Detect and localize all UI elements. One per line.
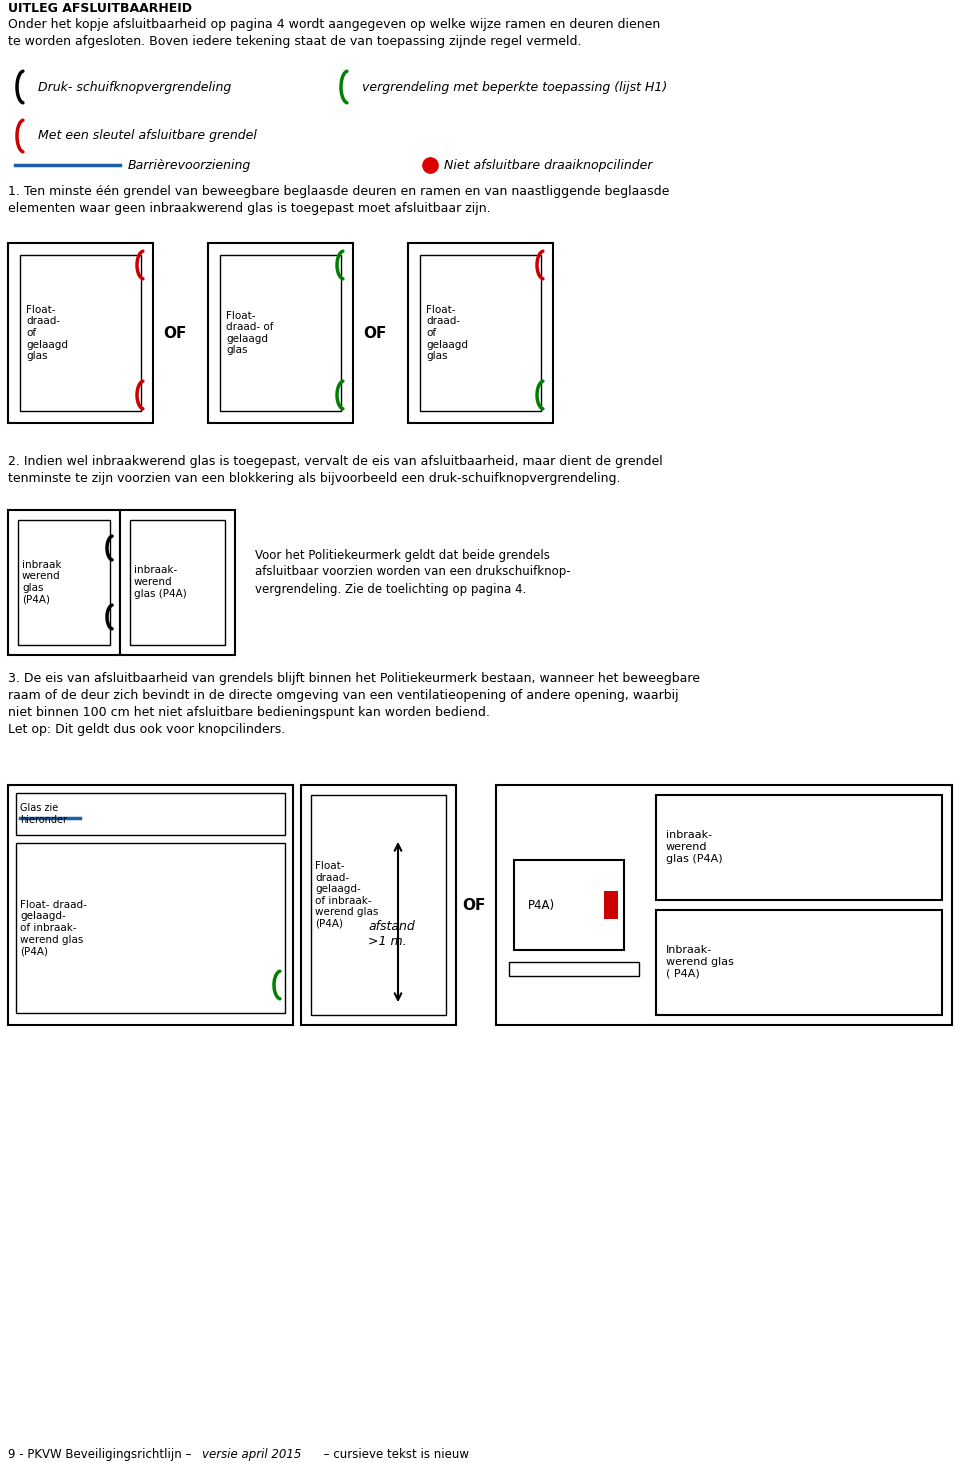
Text: Float-
draad-
of
gelaagd
glas: Float- draad- of gelaagd glas (426, 304, 468, 361)
Text: 1. Ten minste één grendel van beweegbare beglaasde deuren en ramen en van naastl: 1. Ten minste één grendel van beweegbare… (8, 184, 669, 215)
Text: OF: OF (363, 325, 387, 341)
Bar (16, 843, 285, 1012)
Text: Met een sleutel afsluitbare grendel: Met een sleutel afsluitbare grendel (38, 130, 257, 142)
Text: Druk- schuifknopvergrendeling: Druk- schuifknopvergrendeling (38, 80, 231, 94)
Bar (509, 963, 639, 976)
Bar (130, 519, 225, 645)
Text: inbraak-
werend
glas (P4A): inbraak- werend glas (P4A) (134, 565, 187, 598)
Text: – cursieve tekst is nieuw: – cursieve tekst is nieuw (320, 1448, 469, 1462)
Text: Float-
draad-
of
gelaagd
glas: Float- draad- of gelaagd glas (26, 304, 68, 361)
Bar (656, 794, 942, 900)
Text: 3. De eis van afsluitbaarheid van grendels blijft binnen het Politiekeurmerk bes: 3. De eis van afsluitbaarheid van grende… (8, 672, 700, 736)
Text: Float-
draad-
gelaagd-
of inbraak-
werend glas
(P4A): Float- draad- gelaagd- of inbraak- weren… (315, 862, 378, 929)
Bar (311, 794, 446, 1015)
Text: Inbraak-
werend glas
( P4A): Inbraak- werend glas ( P4A) (666, 945, 733, 979)
Text: Barrièrevoorziening: Barrièrevoorziening (128, 158, 252, 171)
Text: versie april 2015: versie april 2015 (202, 1448, 301, 1462)
Bar (656, 910, 942, 1015)
Text: Niet afsluitbare draaiknopcilinder: Niet afsluitbare draaiknopcilinder (444, 158, 653, 171)
Bar (8, 786, 293, 1026)
Text: Onder het kopje afsluitbaarheid op pagina 4 wordt aangegeven op welke wijze rame: Onder het kopje afsluitbaarheid op pagin… (8, 18, 660, 48)
Bar (16, 793, 285, 835)
Text: 9 - PKVW Beveiligingsrichtlijn –: 9 - PKVW Beveiligingsrichtlijn – (8, 1448, 191, 1462)
Bar (8, 511, 120, 655)
Text: P4A): P4A) (528, 898, 555, 911)
Bar (496, 786, 952, 1026)
Text: afstand
>1 m.: afstand >1 m. (368, 920, 415, 948)
Text: OF: OF (463, 897, 486, 913)
Text: UITLEG AFSLUITBAARHEID: UITLEG AFSLUITBAARHEID (8, 1, 192, 15)
Bar (18, 519, 110, 645)
Text: vergrendeling met beperkte toepassing (lijst H1): vergrendeling met beperkte toepassing (l… (362, 80, 667, 94)
Bar (8, 243, 153, 423)
Text: Float-
draad- of
gelaagd
glas: Float- draad- of gelaagd glas (226, 310, 274, 356)
Text: Float- draad-
gelaagd-
of inbraak-
werend glas
(P4A): Float- draad- gelaagd- of inbraak- weren… (20, 900, 86, 957)
Bar (120, 511, 235, 655)
Text: Glas zie
hieronder: Glas zie hieronder (20, 803, 67, 825)
Bar (220, 255, 341, 411)
Text: Voor het Politiekeurmerk geldt dat beide grendels
afsluitbaar voorzien worden va: Voor het Politiekeurmerk geldt dat beide… (255, 549, 570, 595)
Bar (301, 786, 456, 1026)
Text: 2. Indien wel inbraakwerend glas is toegepast, vervalt de eis van afsluitbaarhei: 2. Indien wel inbraakwerend glas is toeg… (8, 455, 662, 486)
Bar (408, 243, 553, 423)
Text: inbraak-
werend
glas (P4A): inbraak- werend glas (P4A) (666, 831, 723, 863)
Text: OF: OF (163, 325, 186, 341)
Bar (514, 860, 624, 949)
Bar (604, 891, 618, 919)
Bar (20, 255, 141, 411)
Text: inbraak
werend
glas
(P4A): inbraak werend glas (P4A) (22, 560, 61, 604)
Bar (420, 255, 541, 411)
Bar (208, 243, 353, 423)
